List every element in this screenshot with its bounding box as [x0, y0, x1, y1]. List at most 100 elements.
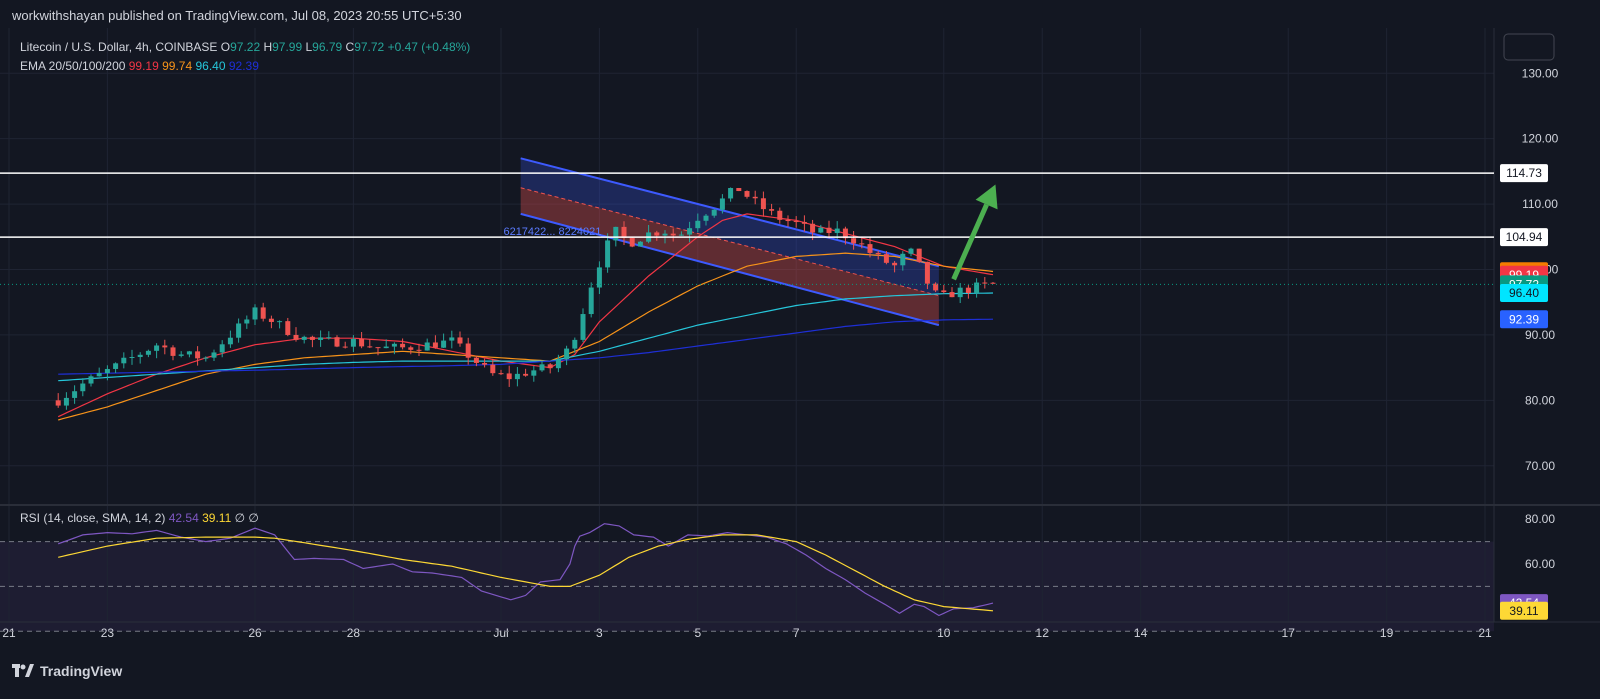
rsi-value-label: 39.11 — [1509, 604, 1538, 618]
candle-up — [613, 226, 619, 241]
candle-up — [539, 364, 545, 371]
rsi-line — [57, 523, 994, 617]
candle-up — [687, 228, 693, 235]
price-chart[interactable]: 21 23 26 28 Jul 3 5 7 10 12 14 17 19 21 6217422... 822… — [0, 28, 1600, 651]
candle-up — [63, 397, 69, 406]
candle-up — [227, 337, 233, 345]
channel-upper-fill — [520, 158, 939, 296]
channel-lower-line — [520, 212, 940, 327]
price-label-bg — [1500, 164, 1548, 183]
candle-up — [424, 342, 430, 351]
candle-up — [580, 314, 586, 340]
candle-down — [334, 337, 340, 347]
candle-up — [96, 373, 102, 377]
rsi-tick-label: 80.00 — [1525, 512, 1555, 526]
candle-up — [908, 248, 914, 254]
candle-up — [678, 234, 684, 236]
candle-down — [760, 198, 766, 210]
candle-up — [662, 233, 668, 236]
candle-up — [588, 287, 594, 315]
candle-down — [367, 346, 373, 348]
candle-up — [564, 348, 570, 360]
candle-down — [867, 244, 873, 253]
candle-up — [178, 354, 184, 356]
candle-up — [531, 370, 537, 376]
candle-down — [506, 373, 512, 380]
candle-up — [301, 336, 307, 340]
x-tick-label: 10 — [937, 626, 951, 640]
candle-down — [949, 292, 955, 298]
candle-down — [777, 210, 783, 220]
price-label: 104.94 — [1506, 230, 1543, 244]
candle-down — [523, 373, 529, 376]
candle-up — [818, 227, 824, 233]
x-tick-label: Jul — [493, 626, 508, 640]
candle-up — [252, 307, 258, 320]
x-tick-label: 19 — [1380, 626, 1394, 640]
channel-lower-fill — [520, 187, 939, 326]
candle-down — [465, 343, 471, 358]
x-tick-label: 26 — [248, 626, 262, 640]
candle-up — [900, 253, 906, 266]
candle-down — [982, 282, 988, 284]
candle-up — [596, 267, 602, 288]
tradingview-logo[interactable]: TradingView — [12, 663, 122, 679]
publish-header: workwithshayan published on TradingView.… — [0, 0, 1600, 28]
trend-arrow-shaft — [951, 203, 989, 281]
trend-arrow-head — [975, 184, 998, 210]
candle-down — [342, 346, 348, 348]
candle-down — [826, 227, 832, 233]
x-tick-label: 21 — [2, 626, 16, 640]
candle-up — [572, 339, 578, 349]
candle-up — [219, 344, 225, 353]
channel-overlay-text: 6217422... 8224021 — [503, 226, 601, 238]
tradingview-logo-icon — [12, 664, 34, 677]
candle-up — [80, 383, 86, 392]
candle-up — [154, 345, 160, 351]
candle-down — [736, 188, 742, 192]
candle-down — [416, 349, 422, 351]
price-label: 96.40 — [1509, 286, 1539, 300]
tradingview-brand: TradingView — [40, 663, 123, 679]
price-label-bg — [1500, 284, 1548, 303]
candle-up — [203, 357, 209, 359]
rsi-legend: RSI (14, close, SMA, 14, 2) 42.54 39.11 … — [20, 511, 259, 525]
candle-down — [851, 238, 857, 244]
candle-down — [793, 221, 799, 223]
candle-down — [621, 226, 627, 238]
price-tick-label: 110.00 — [1522, 197, 1558, 211]
ema50-line — [58, 252, 994, 421]
candle-down — [965, 287, 971, 294]
x-tick-label: 14 — [1134, 626, 1148, 640]
candle-down — [482, 362, 488, 365]
settings-button — [1503, 33, 1555, 61]
candle-up — [211, 352, 217, 358]
candle-down — [859, 243, 865, 245]
candle-down — [195, 351, 201, 359]
candle-down — [162, 345, 168, 348]
candle-down — [473, 357, 479, 363]
candle-up — [834, 228, 840, 233]
candle-up — [449, 337, 455, 341]
ema200-line — [58, 318, 994, 375]
price-tick-label: 130.00 — [1522, 66, 1559, 80]
price-tick-label: 70.00 — [1525, 459, 1555, 473]
candle-down — [810, 223, 816, 233]
price-label: 92.39 — [1509, 312, 1539, 326]
candle-down — [916, 248, 922, 262]
candle-down — [990, 282, 996, 284]
candle-down — [285, 321, 291, 335]
candle-up — [728, 188, 734, 199]
candle-up — [277, 321, 283, 323]
candle-down — [55, 400, 61, 406]
candle-down — [432, 342, 438, 348]
candle-down — [892, 262, 898, 266]
candle-down — [752, 196, 758, 199]
candle-up — [719, 198, 725, 210]
candle-down — [842, 228, 848, 239]
candle-down — [293, 334, 299, 340]
candle-down — [408, 347, 414, 350]
candle-up — [236, 323, 242, 338]
candle-up — [129, 357, 135, 359]
candle-up — [711, 209, 717, 216]
